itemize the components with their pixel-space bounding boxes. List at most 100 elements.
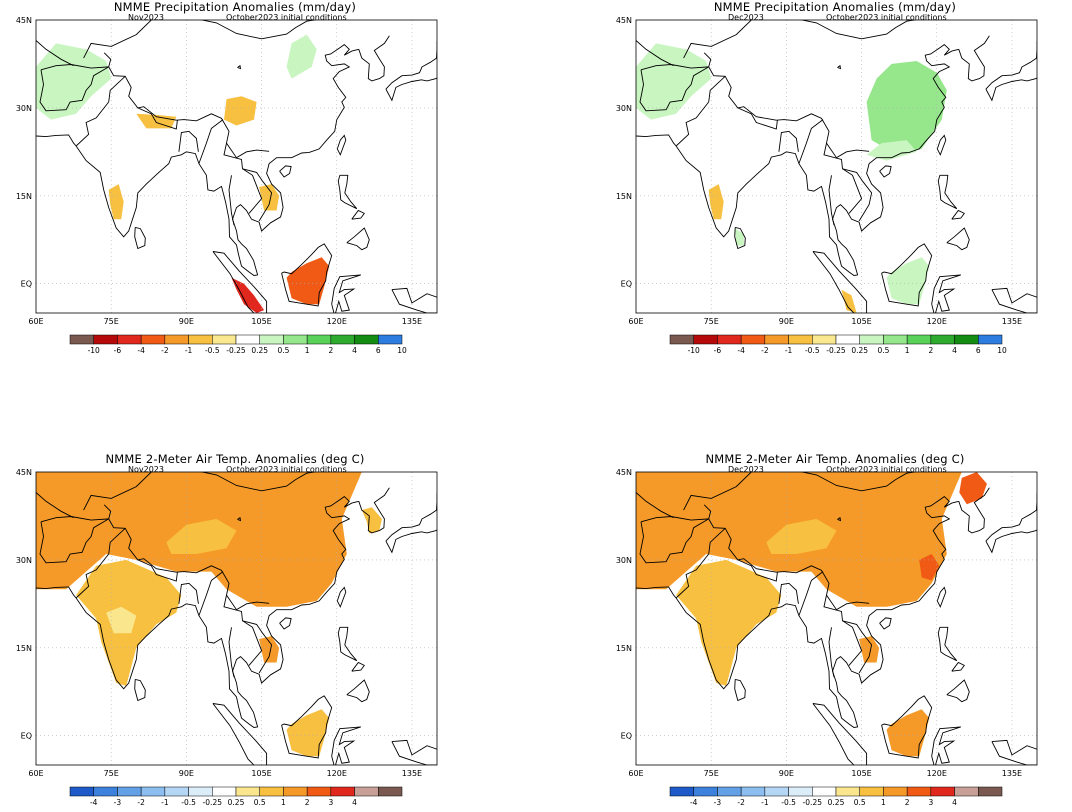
lake-outline <box>766 464 772 468</box>
country-border <box>228 175 235 226</box>
colorbar-swatch <box>859 334 884 345</box>
colorbar-swatch <box>693 786 718 797</box>
coastline-arabia <box>636 134 677 147</box>
colorbar-swatch <box>883 334 908 345</box>
coastline-korea <box>958 487 990 534</box>
anomaly-region <box>866 61 947 155</box>
colorbar: -4 -3 -2 -1 -0.5 -0.25 0.25 0.5 1 2 3 4 <box>669 786 1003 807</box>
country-border <box>36 492 74 519</box>
lat-tick-label: EQ <box>621 732 632 741</box>
coastline-srilanka <box>734 678 746 702</box>
coastline-arabia <box>36 586 77 599</box>
colorbar-label: -0.25 <box>826 346 846 355</box>
colorbar-swatch <box>164 334 189 345</box>
anomaly-layer <box>36 472 382 757</box>
colorbar-swatch <box>354 786 379 797</box>
lon-tick-label: 90E <box>179 769 194 778</box>
anomaly-region <box>676 559 782 686</box>
anomaly-region <box>108 184 124 220</box>
coastline-india <box>75 145 187 238</box>
colorbar-swatch <box>188 786 213 797</box>
anomaly-region <box>959 472 987 505</box>
colorbar-swatch <box>283 334 308 345</box>
colorbar-swatch <box>812 334 837 345</box>
coastline-visayas <box>951 661 965 672</box>
chart-title: NMME Precipitation Anomalies (mm/day) <box>113 0 357 14</box>
colorbar-swatch <box>859 786 884 797</box>
country-border <box>842 620 873 674</box>
lon-tick-label: 90E <box>179 317 194 326</box>
forecast-month: Nov2023 <box>128 13 164 22</box>
colorbar-swatch <box>235 786 260 797</box>
colorbar-swatch <box>235 334 260 345</box>
colorbar-swatch <box>764 786 789 797</box>
colorbar-label: -1 <box>761 798 769 807</box>
lat-tick-label: 15N <box>16 644 32 653</box>
coastline-hainan <box>279 617 292 630</box>
coastline-luzon <box>337 174 358 210</box>
colorbar-label: 4 <box>352 798 357 807</box>
temp-nov-panel: NMME 2-Meter Air Temp. Anomalies (deg C)… <box>10 452 460 812</box>
country-border <box>198 571 224 616</box>
coastline-visayas <box>351 661 365 672</box>
colorbar-label: -0.5 <box>181 798 196 807</box>
anomaly-region <box>166 518 237 554</box>
lon-tick-label: 75E <box>104 769 119 778</box>
lon-tick-label: 135E <box>1002 317 1022 326</box>
country-border <box>636 40 674 67</box>
coastline-sumatra <box>212 703 268 765</box>
colorbar-label: 2 <box>305 798 310 807</box>
anomaly-region <box>286 34 317 79</box>
colorbar-label: 4 <box>352 346 357 355</box>
coastline-mindanao <box>346 679 370 703</box>
colorbar-label: 4 <box>952 798 957 807</box>
colorbar-swatch <box>188 334 213 345</box>
coastline-japan1 <box>985 41 1037 102</box>
coastline-sulawesi <box>331 726 361 765</box>
lon-tick-label: 120E <box>927 317 947 326</box>
lon-tick-label: 105E <box>851 769 871 778</box>
coastline-mindanao <box>346 227 370 251</box>
lake-outline <box>166 464 172 468</box>
coastline-korea <box>958 35 990 82</box>
lon-tick-label: 135E <box>402 769 422 778</box>
colorbar-label: 0.25 <box>828 798 845 807</box>
colorbar-swatch <box>378 334 403 345</box>
lon-tick-label: 75E <box>704 317 719 326</box>
coastline-newguinea <box>391 739 437 765</box>
colorbar-label: -0.5 <box>805 346 820 355</box>
lon-tick-label: 90E <box>779 317 794 326</box>
map-plot: 45N 30N 15N EQ 60E 75E 90E 105E 120E 135E -4 -3 -2 -1… <box>616 464 1038 807</box>
colorbar-label: -2 <box>137 798 145 807</box>
lake-outline <box>837 516 842 522</box>
lake-outline <box>237 516 242 522</box>
map-frame <box>35 471 438 766</box>
colorbar-swatch <box>378 786 403 797</box>
country-border <box>178 582 199 604</box>
colorbar-label: 2 <box>905 798 910 807</box>
colorbar-label: 0.5 <box>854 798 866 807</box>
coastline-sumatra <box>212 251 268 313</box>
colorbar-label: 3 <box>928 798 933 807</box>
lon-tick-label: 75E <box>704 769 719 778</box>
colorbar-swatch <box>259 334 284 345</box>
coastlines <box>636 20 1037 313</box>
anomaly-region <box>224 96 257 126</box>
coastline-sulawesi <box>931 726 961 765</box>
lat-tick-label: 45N <box>16 16 32 25</box>
anomaly-region <box>136 113 177 129</box>
coastline-japan1 <box>385 493 437 554</box>
country-border <box>703 52 712 68</box>
colorbar-swatch <box>164 786 189 797</box>
initial-conditions-label: October2023 initial conditions <box>826 13 947 22</box>
coastline-taiwan <box>936 586 947 608</box>
colorbar-swatch <box>212 786 237 797</box>
colorbar-label: 6 <box>976 346 981 355</box>
country-border <box>828 175 835 226</box>
grid-lines <box>636 20 1037 313</box>
lake-outline <box>837 64 842 70</box>
colorbar-label: 10 <box>997 346 1007 355</box>
colorbar-swatch <box>93 334 118 345</box>
colorbar-label: 1 <box>305 346 310 355</box>
